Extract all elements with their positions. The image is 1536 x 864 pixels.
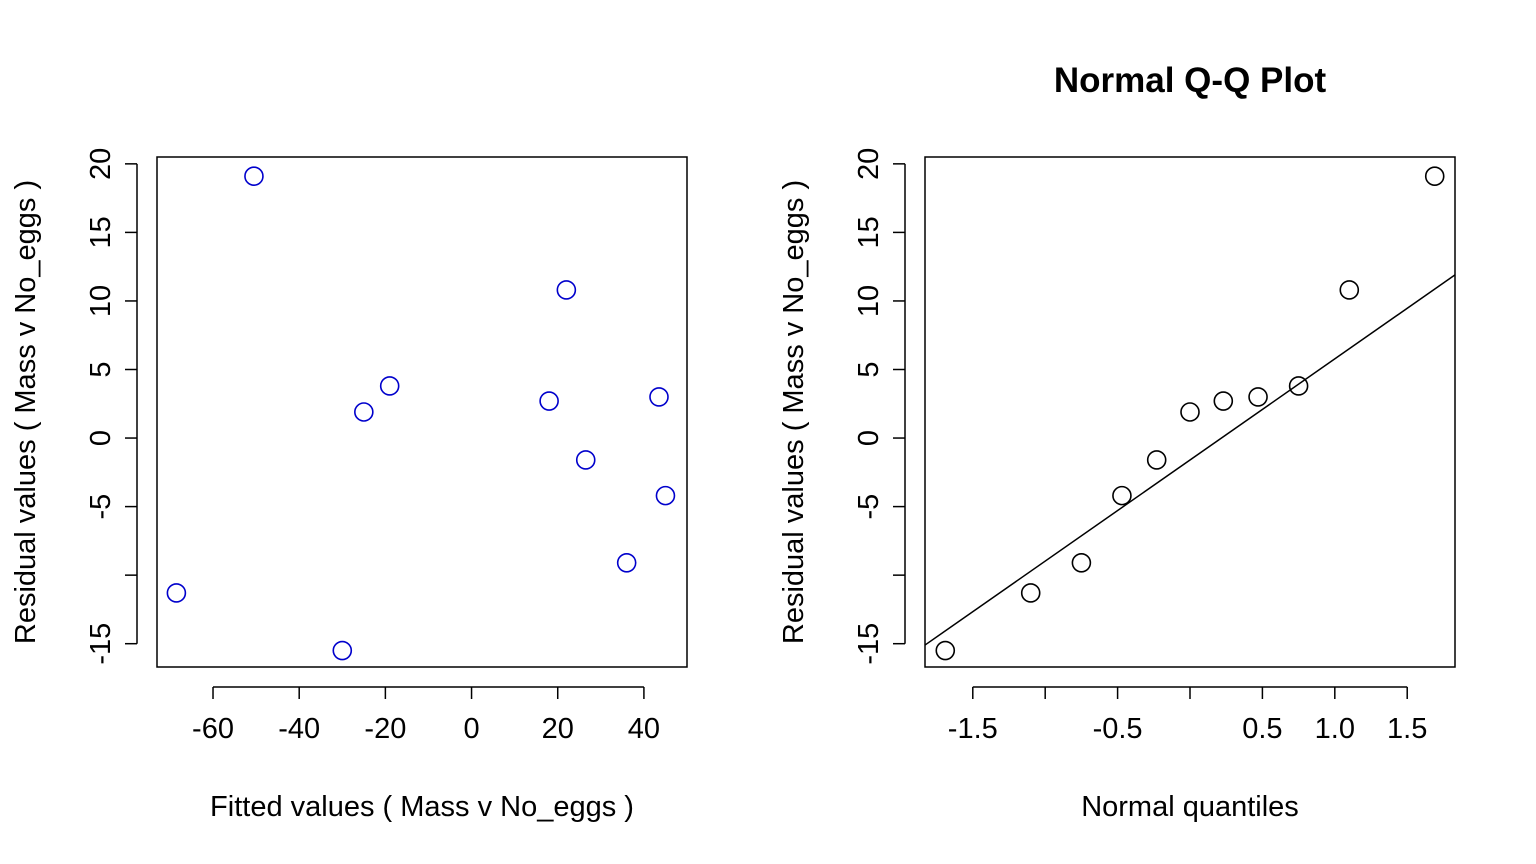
x-tick-label: 20	[542, 713, 574, 745]
x-axis-label: Normal quantiles	[1081, 791, 1299, 823]
marks: -1.5 -0.5 0.5 1.0 1.5 -15 -5 0 5 10 15 20	[853, 148, 1456, 745]
data-point	[935, 640, 956, 661]
x-tick-label: 0.5	[1242, 713, 1282, 745]
y-tick-label: -15	[853, 623, 885, 665]
y-tick-label: 10	[85, 285, 117, 317]
x-tick-label: -0.5	[1093, 713, 1143, 745]
data-point	[1020, 583, 1041, 603]
plot-frame	[924, 156, 1456, 668]
data-point	[1339, 280, 1360, 300]
plot-frame	[156, 156, 688, 668]
data-point	[1071, 553, 1092, 573]
residuals-vs-fitted-panel: Fitted values ( Mass v No_eggs ) Residua…	[10, 148, 688, 823]
y-tick-label: -5	[85, 494, 117, 520]
normal-qq-panel: Normal Q-Q Plot Normal quantiles Residua…	[778, 61, 1456, 823]
data-point	[539, 391, 559, 411]
x-tick-label: -1.5	[948, 713, 998, 745]
data-point	[616, 553, 637, 573]
y-tick-label: 15	[853, 216, 885, 248]
y-tick-label: -5	[853, 494, 885, 520]
x-tick-label: 1.5	[1387, 713, 1427, 745]
x-tick-label: 1.0	[1315, 713, 1355, 745]
y-tick-label: 0	[853, 430, 885, 446]
data-point	[575, 450, 596, 470]
data-point	[1288, 376, 1309, 396]
y-tick-label: 20	[853, 148, 885, 180]
y-tick-label: 5	[853, 361, 885, 377]
x-tick-label: -40	[278, 713, 320, 745]
x-axis-label: Fitted values ( Mass v No_eggs )	[210, 791, 634, 823]
y-axis-label: Residual values ( Mass v No_eggs )	[778, 180, 810, 644]
data-point	[649, 387, 669, 407]
y-tick-label: 5	[85, 361, 117, 377]
data-point	[655, 485, 676, 506]
data-point	[1248, 387, 1268, 407]
y-tick-label: -15	[85, 623, 117, 665]
chart-title: Normal Q-Q Plot	[1054, 61, 1327, 100]
data-point	[1213, 391, 1234, 411]
data-point	[166, 583, 187, 603]
x-tick-label: 40	[628, 713, 660, 745]
data-point	[556, 280, 577, 300]
qq-reference-line	[924, 274, 1456, 646]
y-tick-label: 20	[85, 148, 117, 180]
y-tick-label: 15	[85, 216, 117, 248]
marks: -60 -40 -20 0 20 40 -15 -5 0 5 10 15 20	[85, 148, 676, 745]
y-axis-label: Residual values ( Mass v No_eggs )	[10, 180, 42, 644]
data-point	[244, 166, 264, 186]
y-tick-label: 0	[85, 430, 117, 446]
data-point	[1112, 485, 1132, 506]
data-point	[379, 376, 400, 396]
data-point	[1180, 402, 1200, 422]
data-point	[354, 402, 374, 422]
x-tick-label: -20	[364, 713, 406, 745]
y-tick-label: 10	[853, 285, 885, 317]
data-point	[332, 640, 353, 661]
x-tick-label: 0	[463, 713, 479, 745]
x-tick-label: -60	[192, 713, 234, 745]
data-point	[1146, 450, 1167, 470]
data-point	[1424, 166, 1445, 186]
